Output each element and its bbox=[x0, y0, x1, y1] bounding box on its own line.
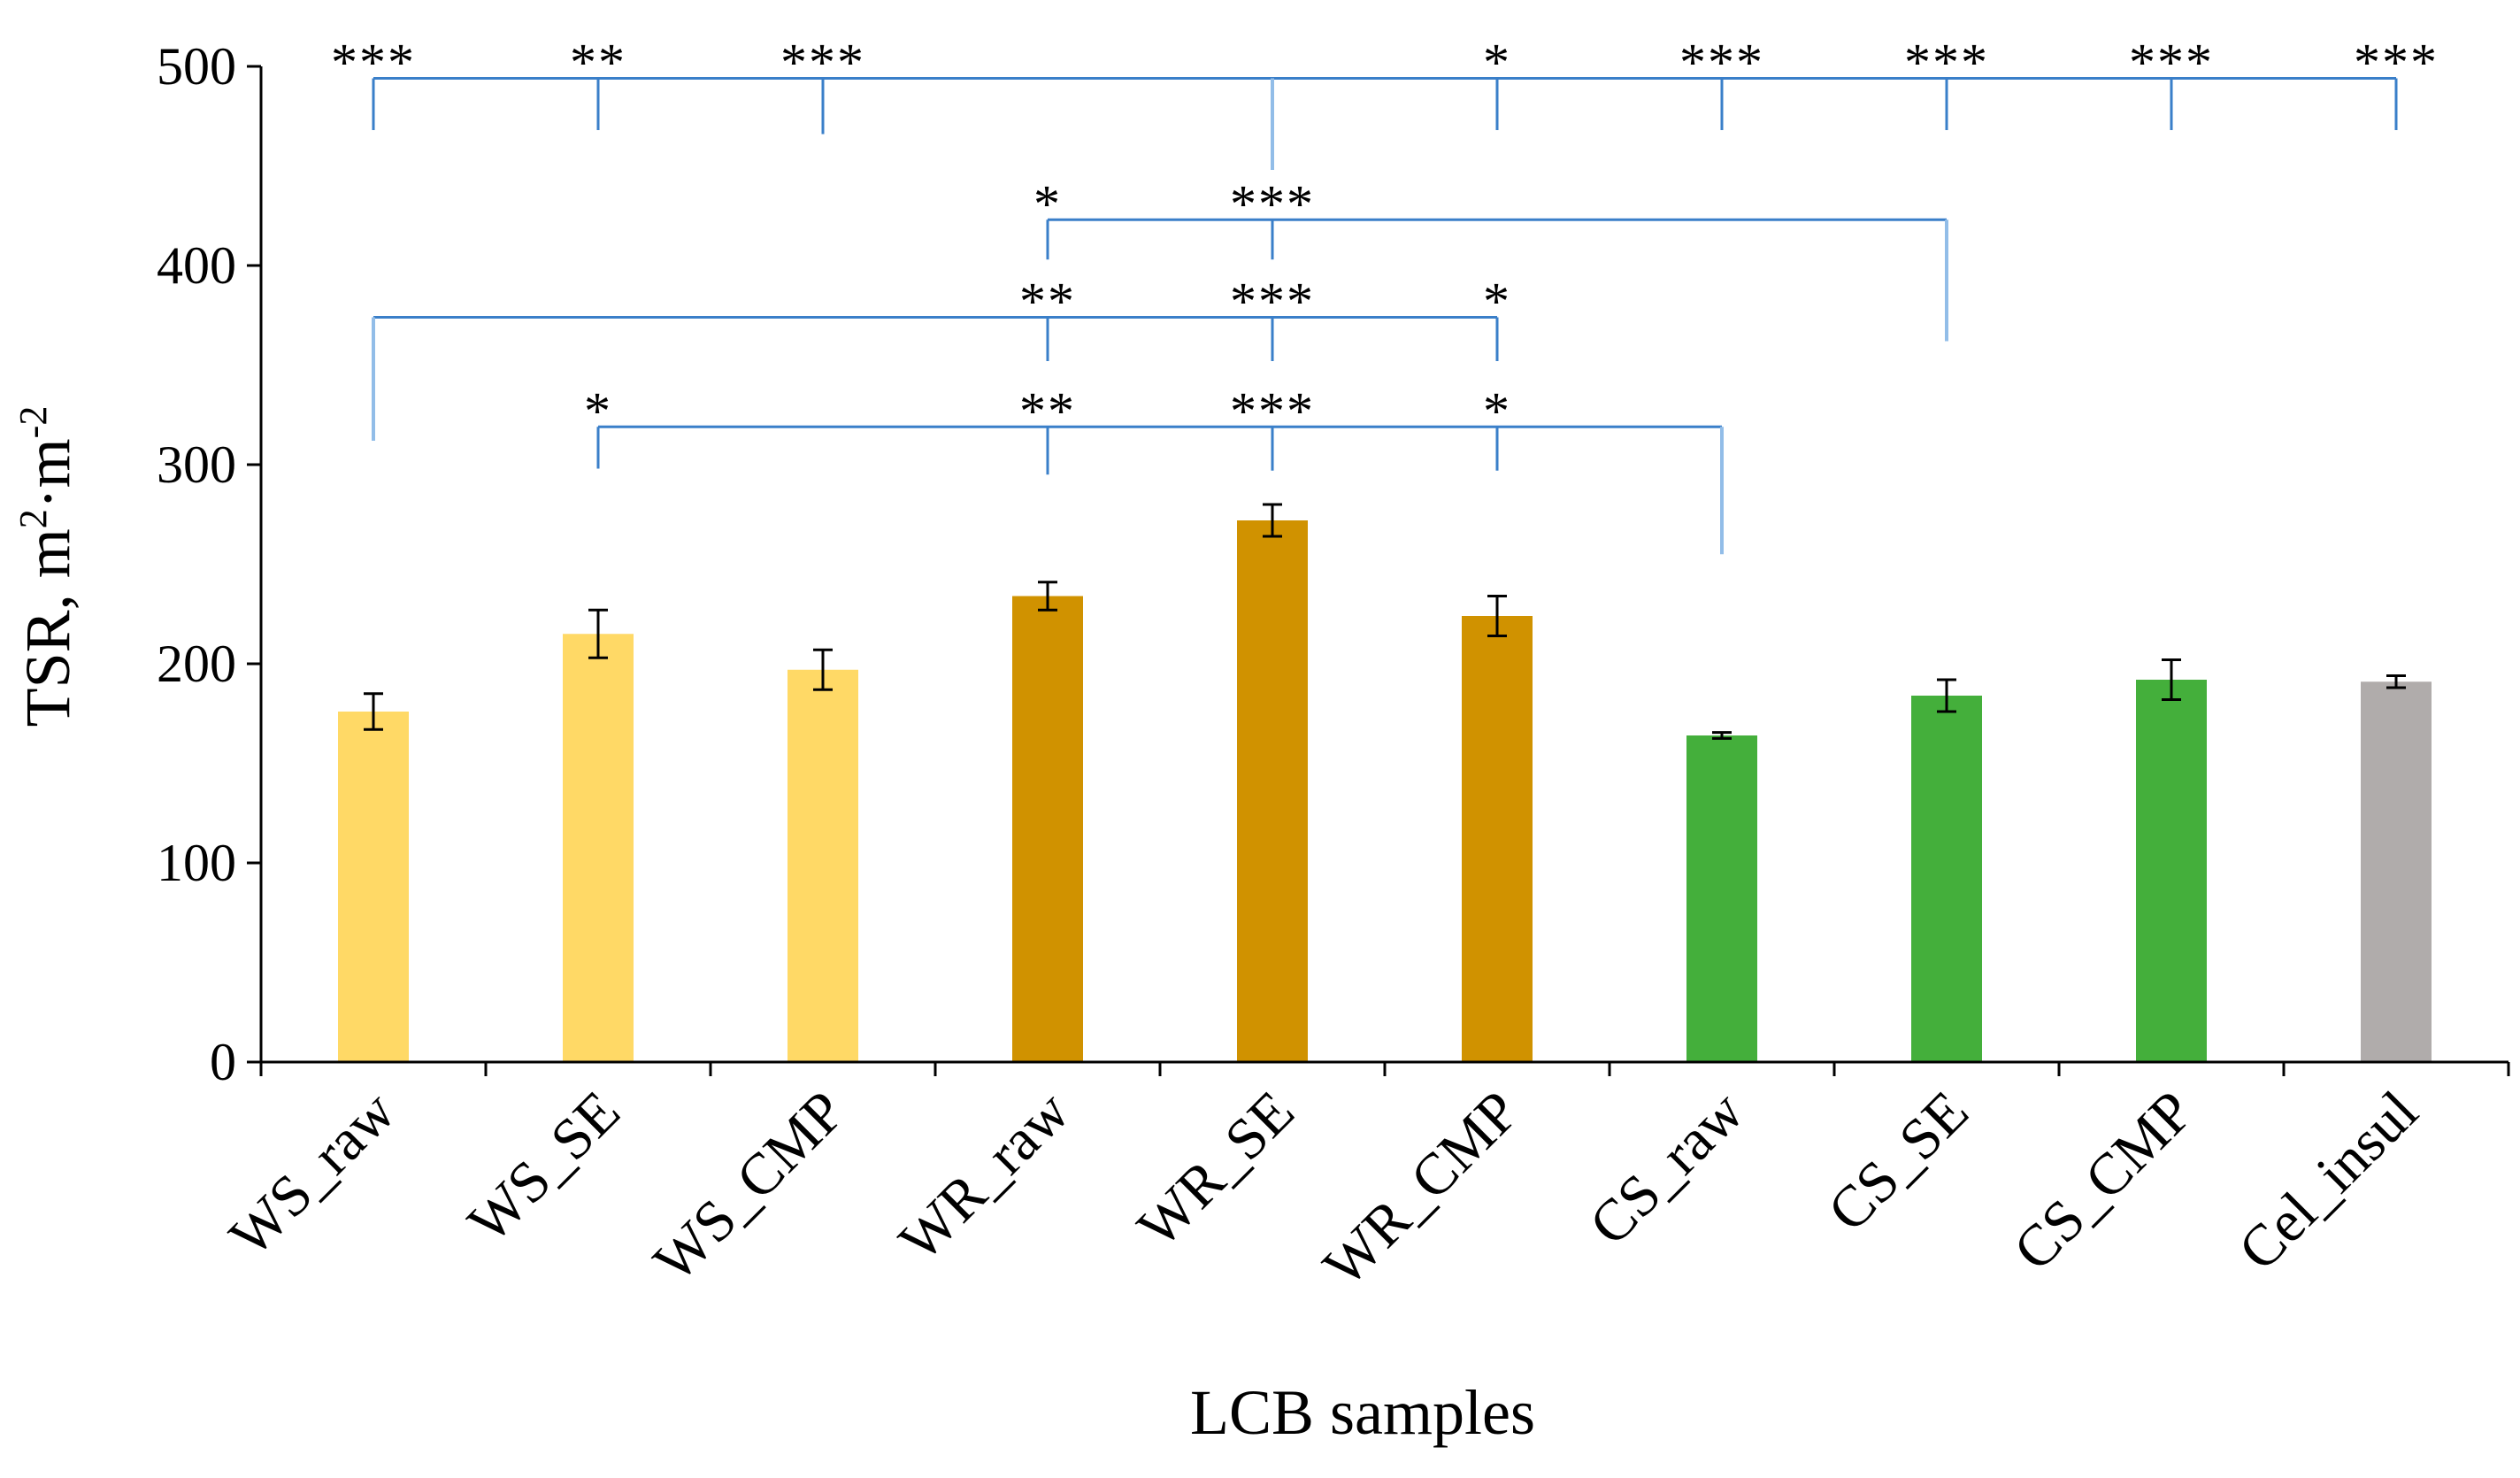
bars bbox=[338, 503, 2432, 1062]
x-category-label: CS_raw bbox=[1578, 1079, 1756, 1258]
significance-label: * bbox=[1483, 34, 1511, 92]
y-axis-title-main: TSR, m bbox=[12, 528, 83, 727]
significance-label: *** bbox=[2129, 34, 2214, 92]
significance-brackets bbox=[372, 77, 2398, 555]
x-category-label: WR_CMP bbox=[1311, 1079, 1532, 1299]
significance-label: *** bbox=[780, 34, 865, 92]
significance-label: *** bbox=[2354, 34, 2439, 92]
significance-label: ** bbox=[1019, 381, 1076, 440]
bar bbox=[788, 669, 858, 1062]
significance-label: *** bbox=[1230, 174, 1315, 233]
y-tick-label: 400 bbox=[157, 236, 236, 295]
y-tick-label: 200 bbox=[157, 635, 236, 693]
x-category-label: WS_SE bbox=[456, 1079, 632, 1255]
bar bbox=[2136, 680, 2207, 1062]
x-category-label: WR_raw bbox=[887, 1079, 1082, 1274]
y-tick-label: 500 bbox=[157, 37, 236, 96]
x-categories: WS_raw WS_SE WS_CMP WR_raw WR_SE WR_CMP CS_raw… bbox=[218, 1062, 2510, 1299]
significance-label: *** bbox=[1904, 34, 1989, 92]
y-tick-label: 300 bbox=[157, 435, 236, 494]
bar bbox=[1012, 596, 1083, 1062]
x-category-label: Cel_insul bbox=[2226, 1079, 2431, 1283]
significance-label: * bbox=[1483, 381, 1511, 440]
y-ticks: 0 100 200 300 400 500 bbox=[157, 37, 261, 1091]
significance-label: * bbox=[584, 381, 612, 440]
y-axis-title-mid: ·m bbox=[12, 438, 83, 509]
x-category-label: CS_CMP bbox=[2001, 1079, 2206, 1283]
y-tick-label: 0 bbox=[210, 1033, 236, 1091]
x-category-label: WR_SE bbox=[1126, 1079, 1307, 1260]
bar bbox=[2361, 681, 2432, 1062]
x-category-label: WS_raw bbox=[218, 1079, 408, 1269]
y-axis-title-sup2: -2 bbox=[12, 406, 55, 439]
significance-label: *** bbox=[1230, 381, 1315, 440]
bar bbox=[1462, 616, 1533, 1062]
x-axis-title: LCB samples bbox=[1190, 1377, 1535, 1448]
y-axis-title: TSR, m2·m-2 bbox=[12, 406, 83, 727]
significance-labels: *** ** *** * *** *** *** **** ***** *** ** ** *** * bbox=[331, 34, 2439, 441]
bar bbox=[338, 712, 409, 1062]
x-category-label: WS_CMP bbox=[642, 1079, 857, 1295]
x-category-label: CS_SE bbox=[1816, 1079, 1980, 1243]
bar bbox=[1237, 520, 1308, 1062]
significance-label: * bbox=[1033, 174, 1062, 233]
bar bbox=[1911, 696, 1982, 1062]
significance-label: ** bbox=[570, 34, 626, 92]
significance-label: ** bbox=[1019, 273, 1076, 331]
significance-label: *** bbox=[1679, 34, 1764, 92]
y-axis-title-sup1: 2 bbox=[12, 509, 55, 528]
significance-label: *** bbox=[331, 34, 416, 92]
bar bbox=[563, 634, 634, 1062]
significance-label: *** bbox=[1230, 273, 1315, 331]
significance-label: * bbox=[1483, 273, 1511, 331]
y-tick-label: 100 bbox=[157, 834, 236, 892]
bar bbox=[1686, 735, 1757, 1062]
